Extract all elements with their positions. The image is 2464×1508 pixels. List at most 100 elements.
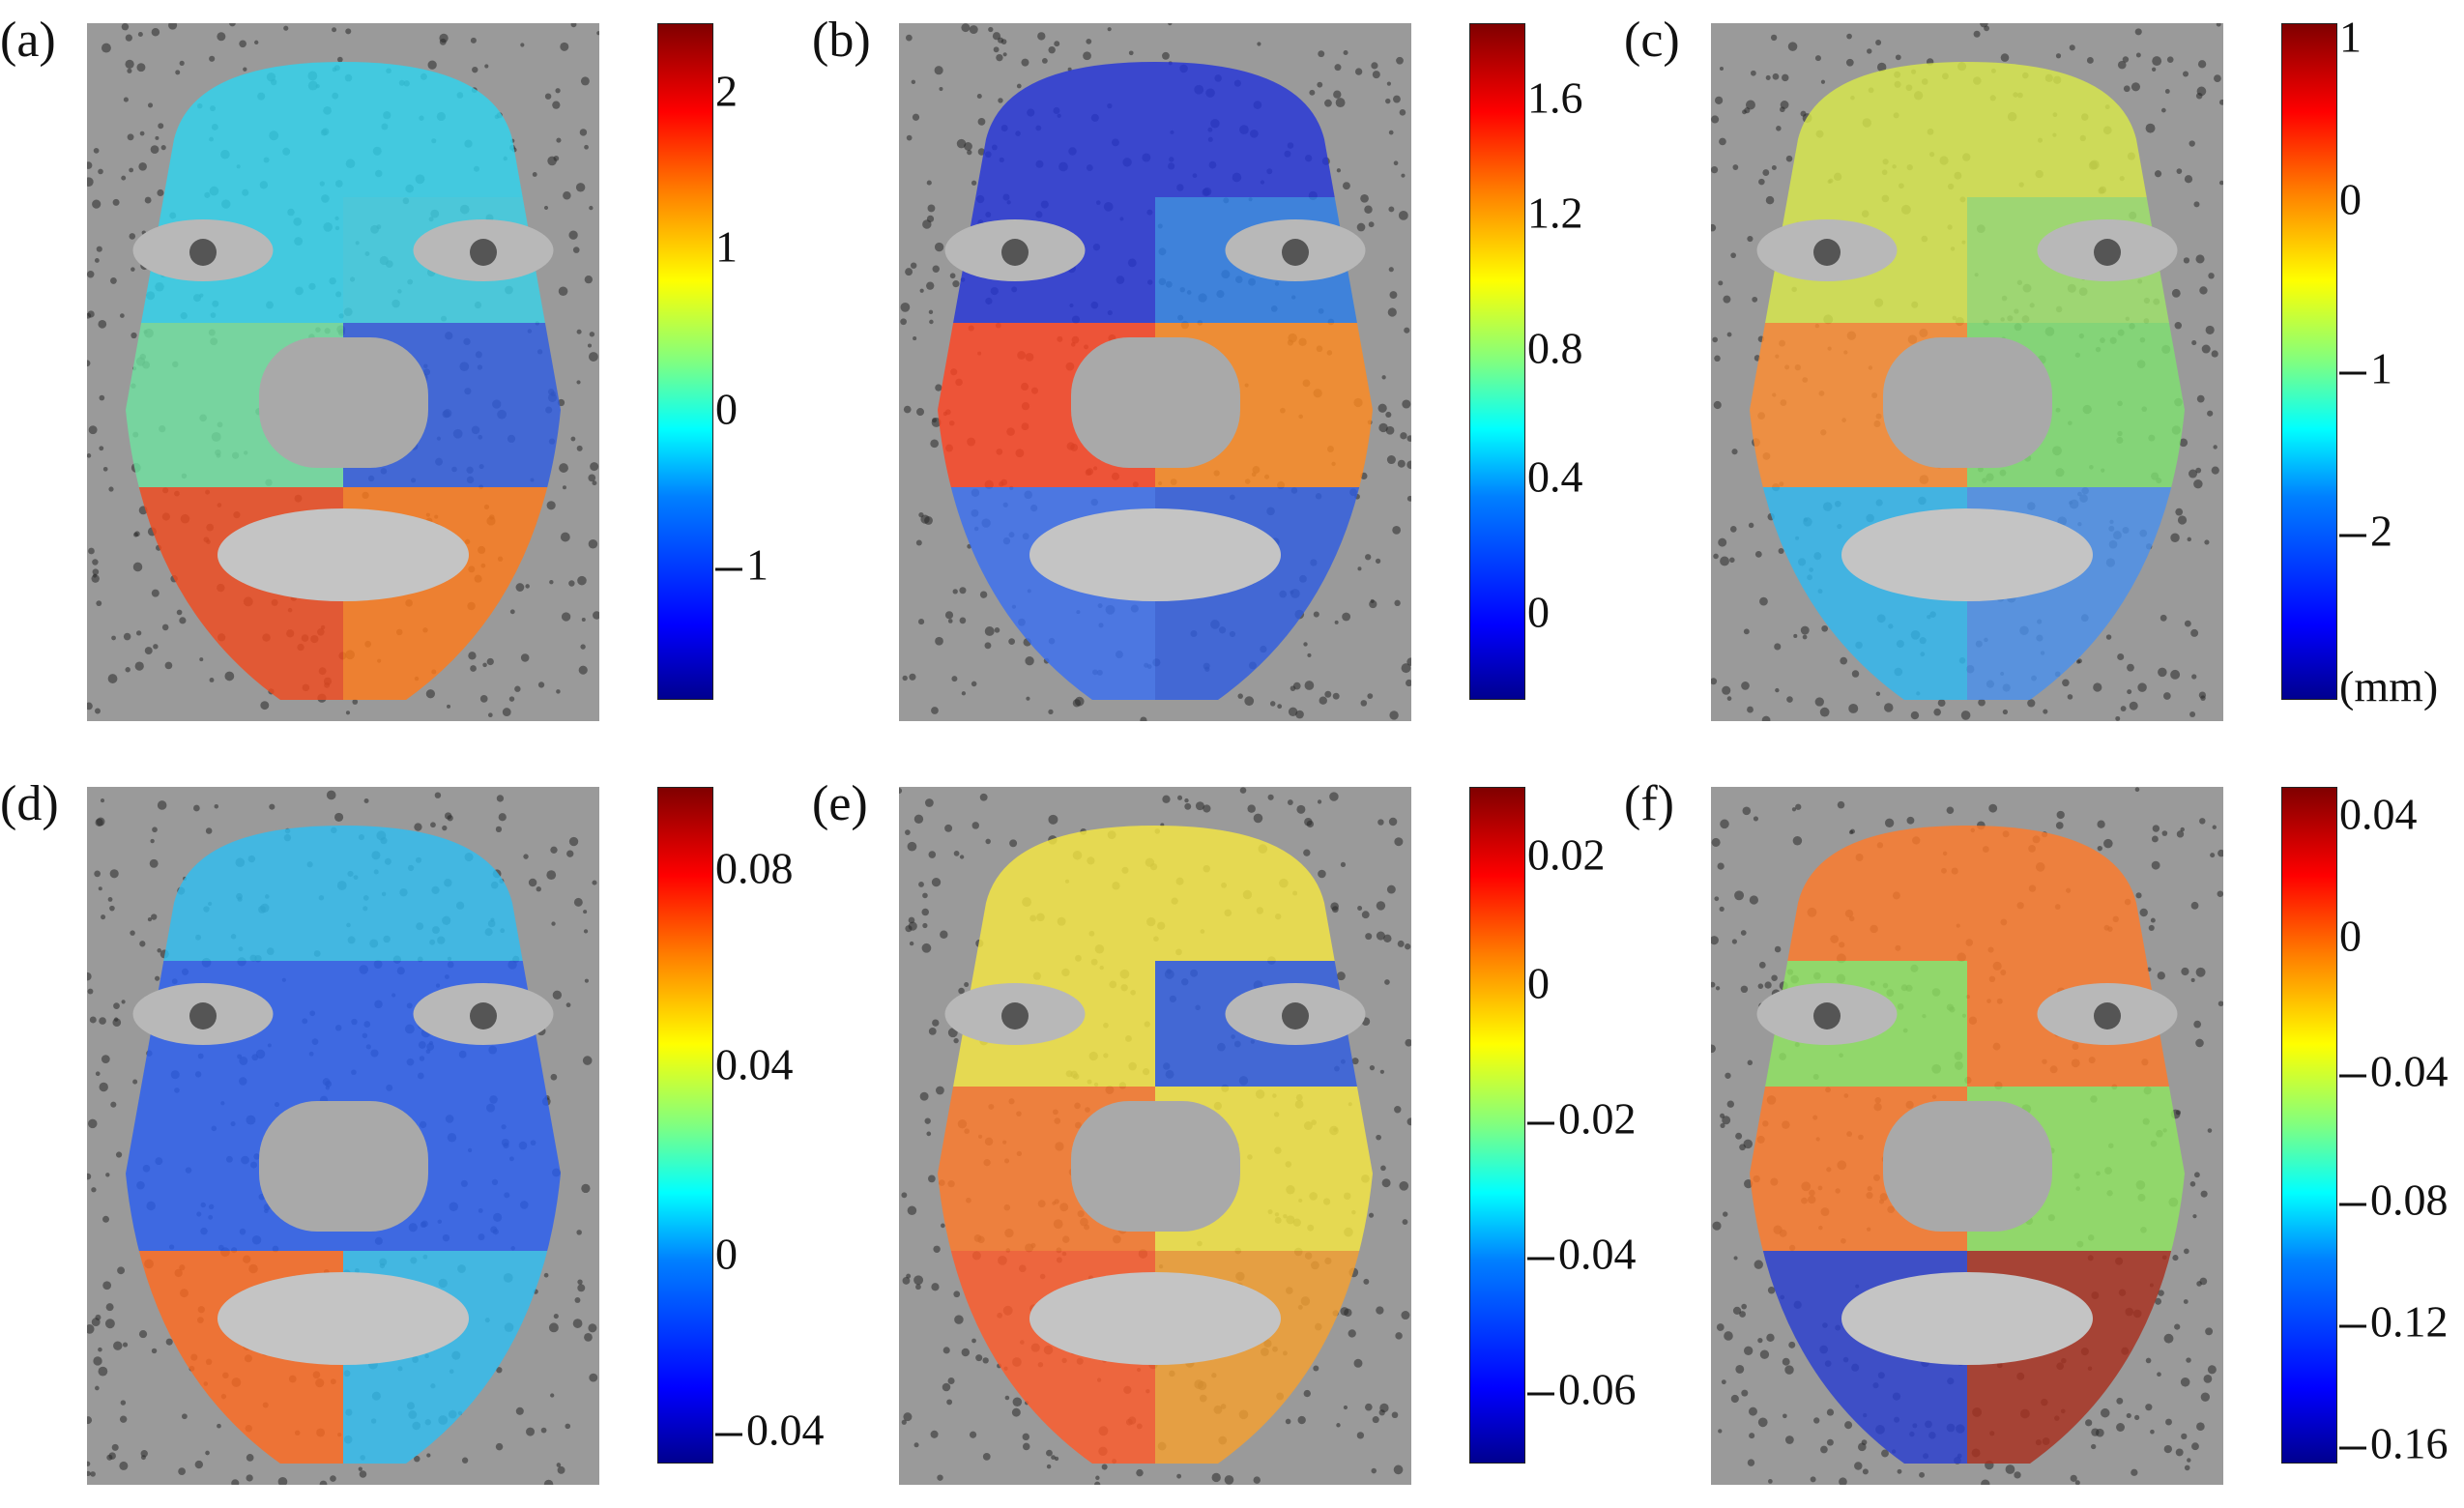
- speckle-dot: [1742, 806, 1752, 816]
- speckle-dot: [1774, 643, 1782, 651]
- speckle-dot: [1919, 1471, 1926, 1478]
- speckle-dot: [2193, 1172, 2200, 1178]
- speckle-dot: [112, 198, 120, 206]
- speckle-dot: [1367, 693, 1374, 699]
- colorbar-tick-label: (mm): [2339, 661, 2439, 711]
- speckle-dot: [158, 123, 164, 130]
- speckle-dot: [959, 855, 965, 859]
- speckle-dot: [94, 708, 101, 714]
- speckle-dot: [2150, 1429, 2155, 1435]
- speckle-dot: [1946, 806, 1955, 815]
- speckle-dot: [1385, 98, 1391, 104]
- speckle-dot: [1356, 222, 1366, 232]
- speckle-dot: [1720, 556, 1729, 566]
- colorbar: [1469, 23, 1525, 700]
- speckle-dot: [1203, 804, 1211, 813]
- speckle-dot: [2070, 1474, 2077, 1482]
- colorbar-tick-label: 0: [715, 1229, 738, 1279]
- speckle-dot: [1336, 168, 1342, 173]
- speckle-dot: [136, 63, 146, 72]
- speckle-dot: [2200, 695, 2206, 701]
- speckle-dot: [447, 704, 451, 709]
- panel: (e) 0.02 0 0.02 0.04 0.06: [812, 764, 1637, 1508]
- speckle-dot: [102, 1215, 110, 1223]
- speckle-dot: [1713, 553, 1719, 560]
- speckle-dot: [1711, 981, 1716, 988]
- speckle-dot: [1392, 526, 1402, 535]
- speckle-dot: [98, 1366, 108, 1377]
- speckle-dot: [205, 827, 213, 834]
- speckle-dot: [1394, 837, 1404, 847]
- speckle-dot: [2134, 28, 2142, 36]
- speckle-dot: [2180, 826, 2185, 832]
- speckle-dot: [1048, 709, 1054, 715]
- speckle-dot: [907, 1205, 917, 1216]
- colorbar-tick-label: 0: [1527, 587, 1550, 637]
- speckle-dot: [2160, 614, 2167, 622]
- speckle-dot: [125, 34, 132, 42]
- speckle-dot: [1851, 670, 1860, 678]
- speckle-dot: [1022, 1442, 1030, 1451]
- speckle-dot: [495, 826, 503, 833]
- speckle-dot: [1960, 710, 1971, 720]
- speckle-dot: [92, 559, 99, 566]
- speckle-dot: [2115, 715, 2121, 721]
- speckle-dot: [578, 665, 588, 675]
- speckle-dot: [1401, 173, 1406, 178]
- speckle-dot: [930, 1430, 939, 1438]
- speckle-dot: [2211, 350, 2218, 358]
- speckle-dot: [2210, 853, 2216, 858]
- speckle-dot: [1406, 679, 1411, 687]
- face-map-svg: [1711, 787, 2223, 1485]
- speckle-dot: [908, 916, 915, 924]
- speckle-dot: [1136, 1468, 1144, 1477]
- speckle-dot: [93, 148, 100, 154]
- speckle-dot: [1383, 934, 1392, 943]
- speckle-dot: [1720, 1113, 1725, 1118]
- speckle-dot: [1406, 657, 1411, 666]
- colorbar-tick-label: 1: [2339, 343, 2392, 394]
- speckle-dot: [1837, 800, 1845, 809]
- speckle-dot: [1385, 425, 1395, 435]
- speckle-dot: [919, 1091, 929, 1101]
- eye-pupil: [470, 1002, 497, 1030]
- speckle-dot: [1757, 1337, 1763, 1344]
- panel: (c) 1 0 1 2 (mm): [1624, 0, 2438, 744]
- speckle-dot: [87, 1470, 91, 1477]
- speckle-dot: [1711, 1044, 1716, 1054]
- speckle-dot: [1758, 178, 1765, 186]
- speckle-dot: [1396, 56, 1404, 65]
- speckle-dot: [502, 708, 511, 716]
- speckle-dot: [470, 665, 477, 672]
- speckle-dot: [2150, 917, 2156, 923]
- speckle-dot: [580, 76, 590, 86]
- speckle-dot: [1295, 710, 1304, 719]
- speckle-dot: [1775, 687, 1780, 693]
- speckle-dot: [596, 31, 599, 36]
- speckle-dot: [125, 59, 134, 69]
- colorbar-tick-label: 1: [2339, 12, 2362, 62]
- speckle-dot: [113, 1341, 123, 1350]
- speckle-dot: [540, 1427, 547, 1434]
- speckle-dot: [2043, 709, 2048, 714]
- speckle-dot: [557, 1465, 565, 1474]
- speckle-dot: [515, 583, 525, 592]
- speckle-dot: [98, 1347, 102, 1352]
- speckle-dot: [940, 930, 948, 939]
- speckle-dot: [260, 701, 270, 710]
- speckle-dot: [922, 219, 932, 229]
- speckle-dot: [2183, 257, 2190, 264]
- speckle-dot: [2154, 170, 2162, 178]
- speckle-dot: [254, 40, 259, 45]
- speckle-dot: [1725, 1072, 1731, 1079]
- speckle-dot: [551, 921, 556, 926]
- speckle-dot: [572, 246, 580, 253]
- speckle-dot: [87, 972, 92, 981]
- speckle-dot: [2157, 972, 2165, 980]
- speckle-dot: [246, 1474, 253, 1482]
- speckle-dot: [1267, 794, 1274, 800]
- speckle-dot: [971, 822, 979, 829]
- speckle-dot: [1826, 1408, 1835, 1416]
- speckle-dot: [2134, 787, 2140, 793]
- speckle-dot: [1719, 906, 1725, 912]
